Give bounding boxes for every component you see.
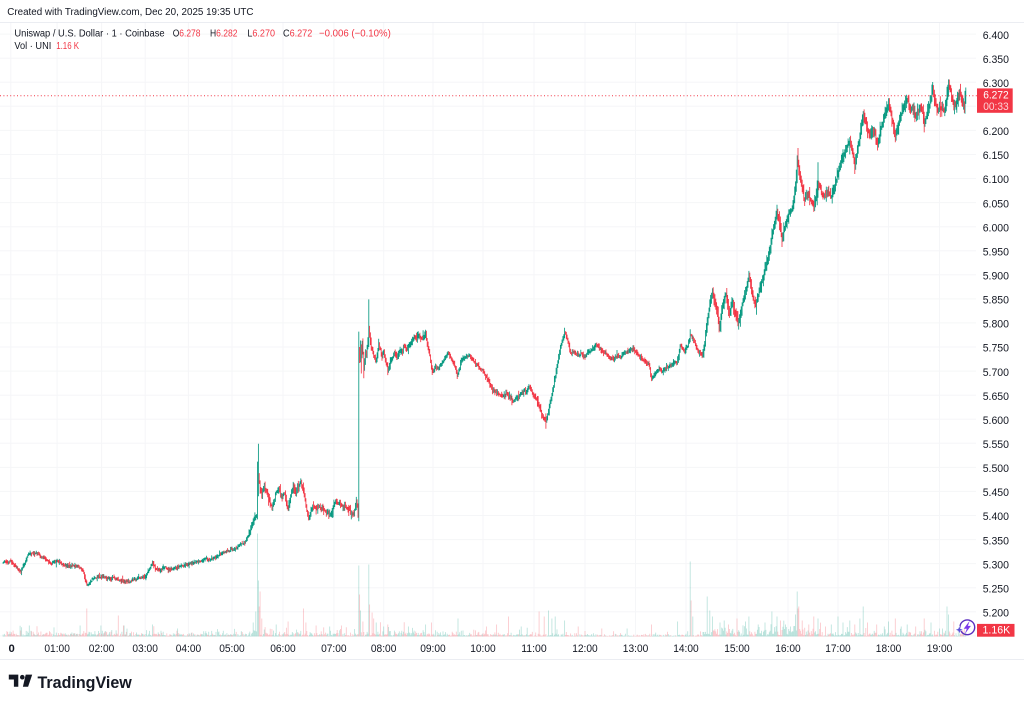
svg-text:03:00: 03:00 [132, 643, 158, 655]
svg-text:H6.282: H6.282 [210, 29, 238, 40]
svg-text:5.450: 5.450 [983, 487, 1009, 499]
svg-text:5.750: 5.750 [983, 343, 1009, 355]
svg-text:6.000: 6.000 [983, 222, 1009, 234]
svg-text:Created with TradingView.com,: Created with TradingView.com, Dec 20, 20… [7, 7, 253, 18]
svg-text:11:00: 11:00 [521, 643, 547, 655]
svg-text:16:00: 16:00 [775, 643, 801, 655]
svg-text:6.200: 6.200 [983, 126, 1009, 138]
svg-text:5.600: 5.600 [983, 415, 1009, 427]
svg-text:07:00: 07:00 [321, 643, 347, 655]
svg-text:5.550: 5.550 [983, 439, 1009, 451]
svg-text:5.400: 5.400 [983, 511, 1009, 523]
svg-text:0: 0 [9, 643, 15, 655]
svg-text:1.16 K: 1.16 K [56, 41, 79, 52]
svg-text:6.400: 6.400 [983, 30, 1009, 42]
svg-text:00:33: 00:33 [983, 101, 1009, 113]
svg-text:17:00: 17:00 [825, 643, 851, 655]
svg-text:13:00: 13:00 [623, 643, 649, 655]
svg-text:6.350: 6.350 [983, 54, 1009, 66]
svg-text:1.16K: 1.16K [983, 625, 1011, 637]
svg-text:10:00: 10:00 [470, 643, 496, 655]
svg-text:02:00: 02:00 [89, 643, 115, 655]
svg-text:5.650: 5.650 [983, 391, 1009, 403]
svg-text:08:00: 08:00 [371, 643, 397, 655]
svg-text:6.272: 6.272 [983, 89, 1009, 101]
svg-text:5.250: 5.250 [983, 583, 1009, 595]
svg-text:05:00: 05:00 [219, 643, 245, 655]
svg-text:15:00: 15:00 [724, 643, 750, 655]
svg-text:TradingView: TradingView [38, 673, 133, 692]
svg-text:Vol · UNI: Vol · UNI [14, 41, 51, 52]
svg-text:Uniswap / U.S. Dollar · 1 · Co: Uniswap / U.S. Dollar · 1 · Coinbase [14, 29, 165, 40]
svg-text:5.350: 5.350 [983, 535, 1009, 547]
svg-text:6.100: 6.100 [983, 174, 1009, 186]
svg-text:18:00: 18:00 [876, 643, 902, 655]
svg-text:04:00: 04:00 [176, 643, 202, 655]
svg-text:−0.006 (−0.10%): −0.006 (−0.10%) [319, 29, 391, 40]
svg-text:5.500: 5.500 [983, 463, 1009, 475]
svg-text:L6.270: L6.270 [247, 29, 275, 40]
svg-text:6.300: 6.300 [983, 78, 1009, 90]
svg-text:5.950: 5.950 [983, 246, 1009, 258]
svg-text:6.050: 6.050 [983, 198, 1009, 210]
svg-text:12:00: 12:00 [572, 643, 598, 655]
svg-text:5.850: 5.850 [983, 295, 1009, 307]
svg-text:6.150: 6.150 [983, 150, 1009, 162]
svg-text:19:00: 19:00 [927, 643, 953, 655]
svg-text:06:00: 06:00 [270, 643, 296, 655]
svg-text:01:00: 01:00 [44, 643, 70, 655]
svg-text:5.700: 5.700 [983, 367, 1009, 379]
svg-text:09:00: 09:00 [420, 643, 446, 655]
svg-text:5.900: 5.900 [983, 271, 1009, 283]
svg-text:5.800: 5.800 [983, 319, 1009, 331]
svg-text:5.200: 5.200 [983, 608, 1009, 620]
svg-text:5.300: 5.300 [983, 559, 1009, 571]
svg-text:C6.272: C6.272 [283, 29, 313, 40]
svg-text:O6.278: O6.278 [173, 29, 201, 40]
svg-text:14:00: 14:00 [673, 643, 699, 655]
